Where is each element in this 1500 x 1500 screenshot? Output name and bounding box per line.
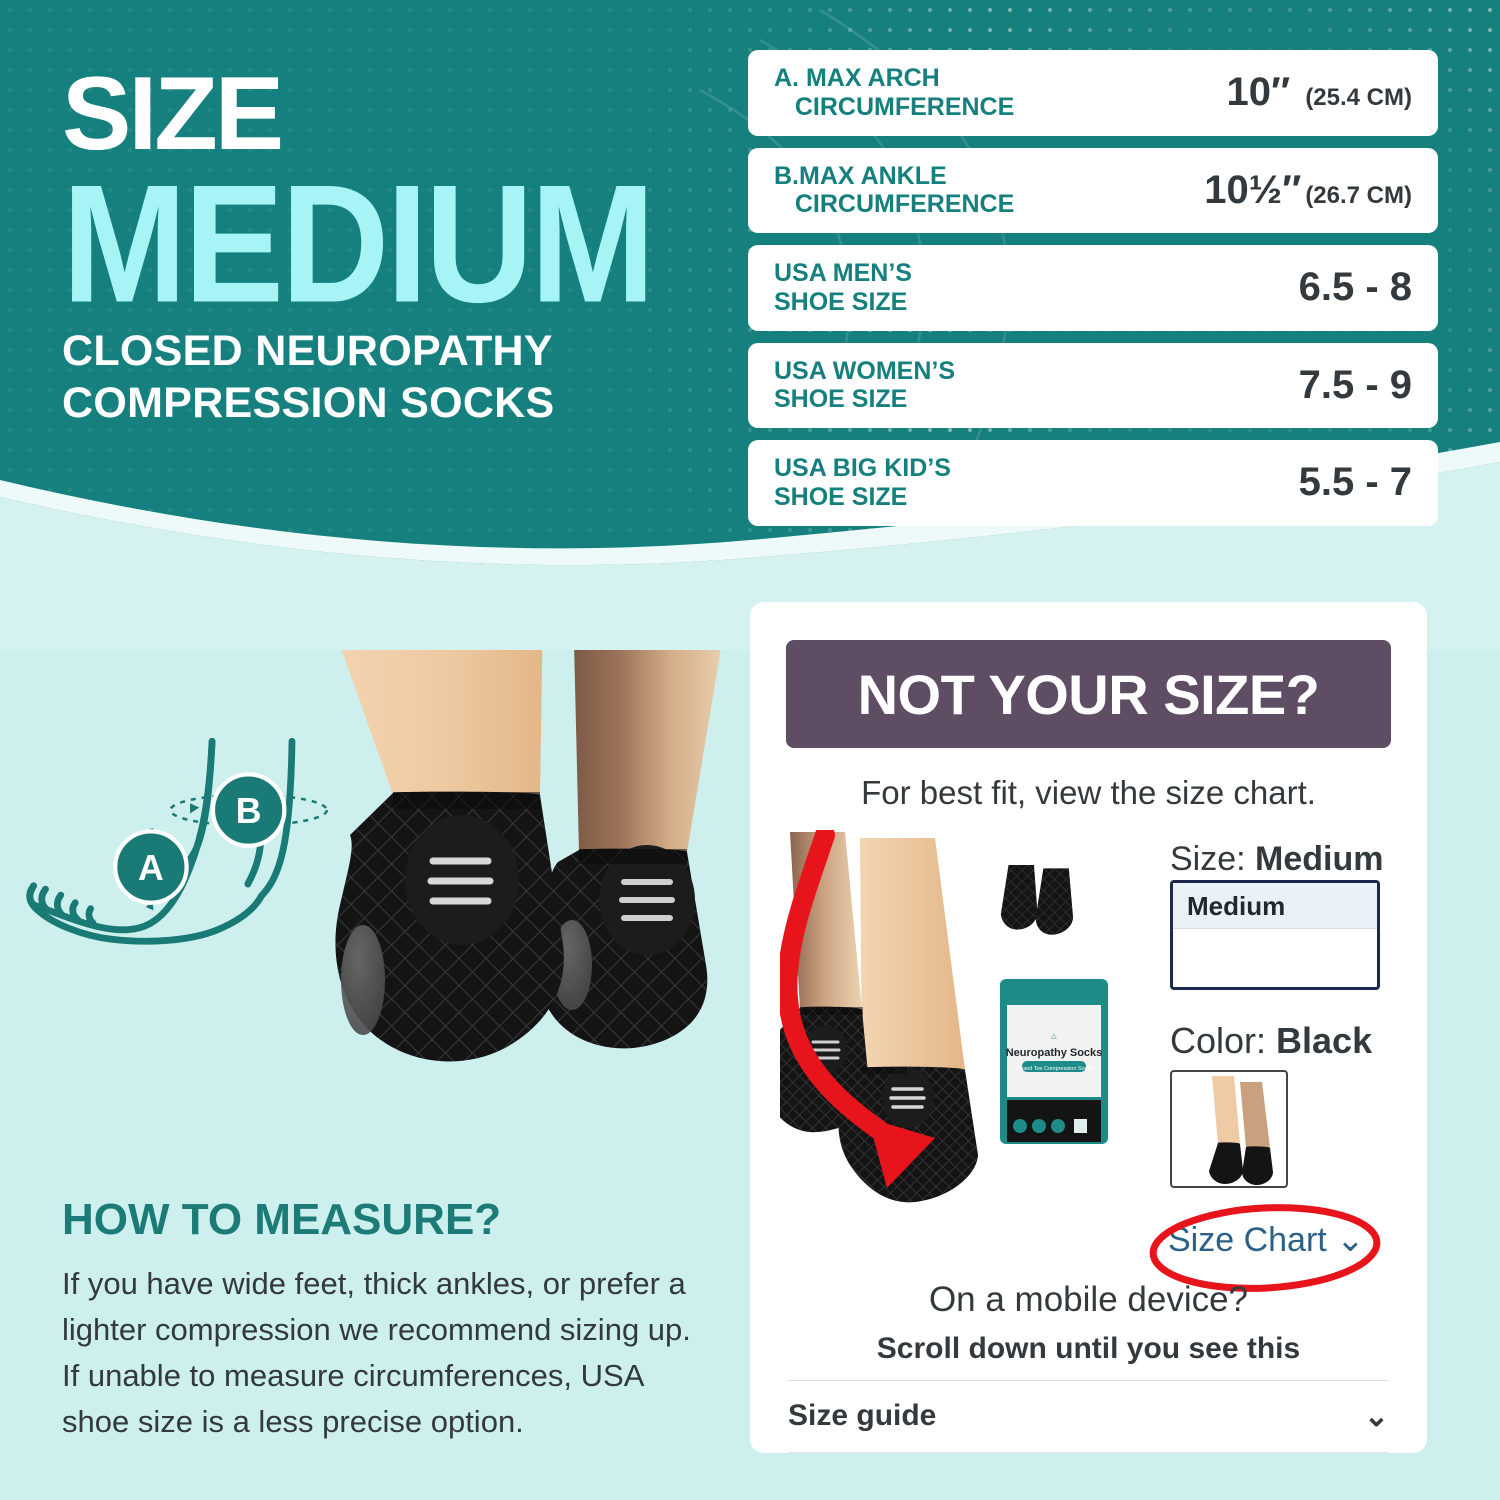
svg-text:B: B <box>236 791 262 831</box>
svg-text:A: A <box>138 848 164 888</box>
